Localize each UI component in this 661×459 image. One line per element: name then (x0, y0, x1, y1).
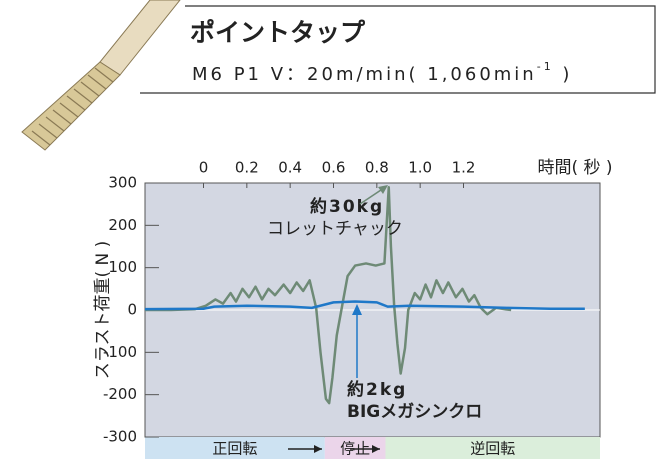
y-tick-label: 0 (127, 301, 137, 319)
annotation: 約2kg (347, 379, 407, 400)
x-tick-label: 1.2 (452, 159, 476, 177)
annotation: 約30kg (310, 196, 384, 217)
subtitle-main: M6 P1 V：20m/min( 1,060min (192, 64, 537, 85)
x-axis-label: 時間( 秒 ) (537, 158, 612, 178)
x-tick-label: 0.6 (322, 159, 346, 177)
x-tick-label: 0.8 (365, 159, 389, 177)
y-tick-label: 300 (108, 174, 137, 192)
y-tick-label: 200 (108, 216, 137, 234)
tap-illustration (22, 0, 180, 150)
phase-label: 逆回転 (470, 440, 515, 458)
y-tick-label: -100 (103, 343, 137, 361)
title: ポイントタップ (190, 18, 366, 47)
subtitle: M6 P1 V：20m/min( 1,060min-1 ) (192, 60, 572, 85)
subtitle-sup: -1 (537, 60, 554, 73)
subtitle-end: ) (554, 64, 573, 85)
y-tick-label: -300 (103, 428, 137, 446)
y-tick-label: -200 (103, 385, 137, 403)
legend-label: コレットチャック (267, 219, 403, 239)
x-tick-label: 1.0 (408, 159, 432, 177)
y-tick-label: 100 (108, 258, 137, 276)
legend-label: BIGメガシンクロ (347, 402, 482, 422)
chart: ポイントタップ M6 P1 V：20m/min( 1,060min-1 ) 時間… (0, 0, 661, 459)
x-tick-label: 0.4 (278, 159, 302, 177)
phase-label: 正回転 (212, 440, 257, 458)
x-tick-label: 0 (199, 159, 209, 177)
x-tick-label: 0.2 (235, 159, 259, 177)
